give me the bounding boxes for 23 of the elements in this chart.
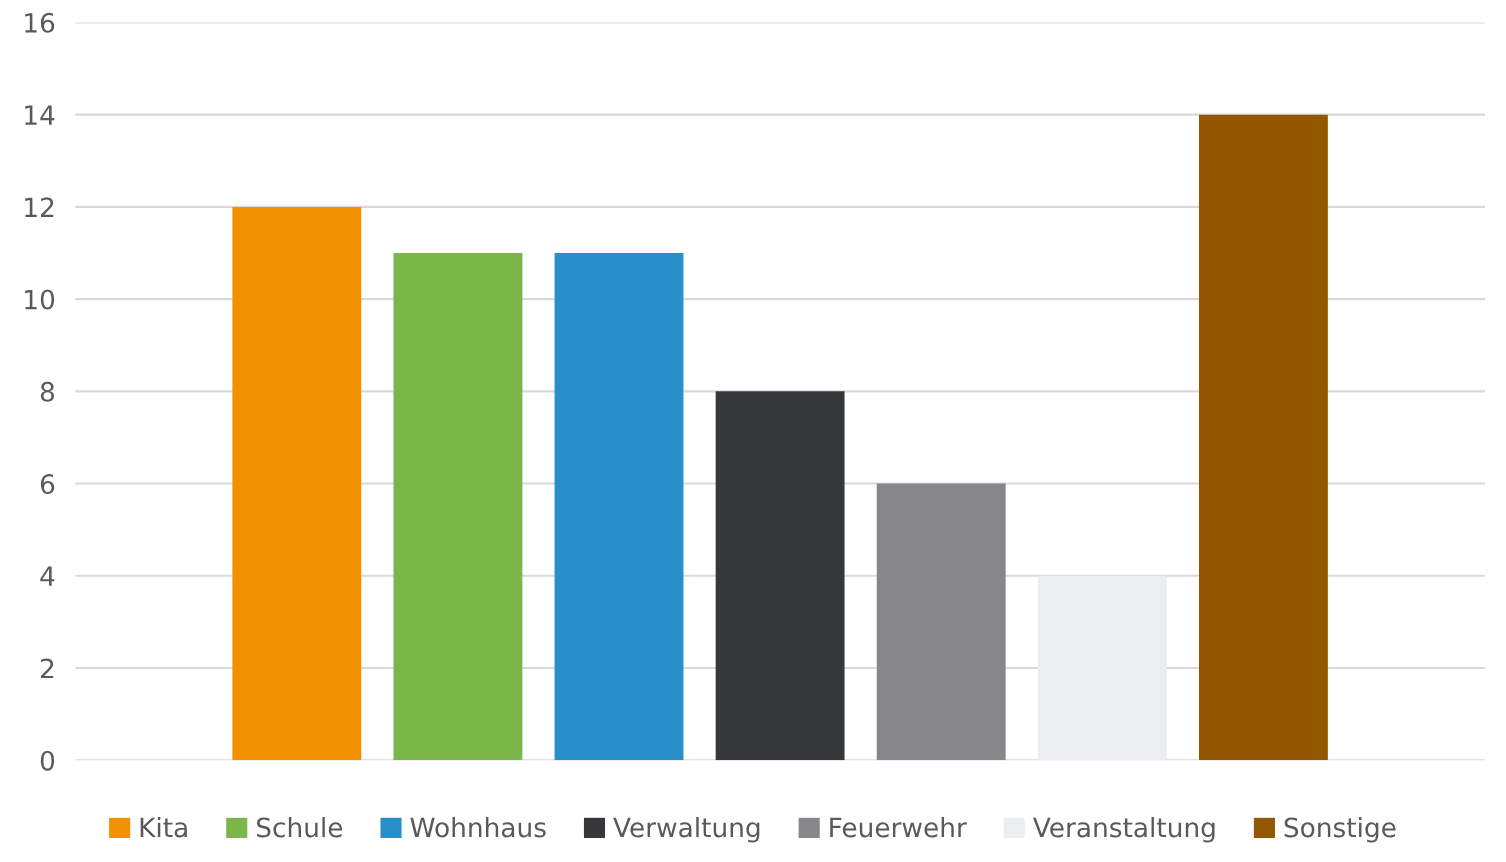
bar — [876, 483, 1006, 761]
bar — [554, 253, 684, 761]
y-tick-label: 10 — [25, 289, 55, 310]
bar — [1037, 575, 1167, 761]
bar — [715, 391, 845, 761]
y-tick-label: 6 — [40, 474, 55, 494]
bar — [1198, 114, 1328, 761]
legend-label: Sonstige — [1284, 817, 1396, 843]
y-tick-label: 4 — [40, 566, 55, 586]
y-tick-label: 12 — [25, 197, 54, 217]
y-tick-label: 2 — [41, 658, 54, 679]
legend-label: Verwaltung — [613, 817, 760, 843]
y-tick-label: 8 — [40, 381, 55, 402]
legend-label: Schule — [256, 817, 343, 838]
y-tick-label: 14 — [25, 105, 55, 125]
y-tick-label: 16 — [25, 12, 55, 33]
legend-label: Feuerwehr — [830, 817, 967, 838]
y-tick-label: 0 — [40, 750, 55, 771]
legend-label: Wohnhaus — [410, 817, 546, 838]
bar — [232, 206, 362, 761]
legend-label: Kita — [140, 817, 187, 838]
legend-label: Veranstaltung — [1032, 817, 1215, 843]
bar — [393, 253, 523, 761]
